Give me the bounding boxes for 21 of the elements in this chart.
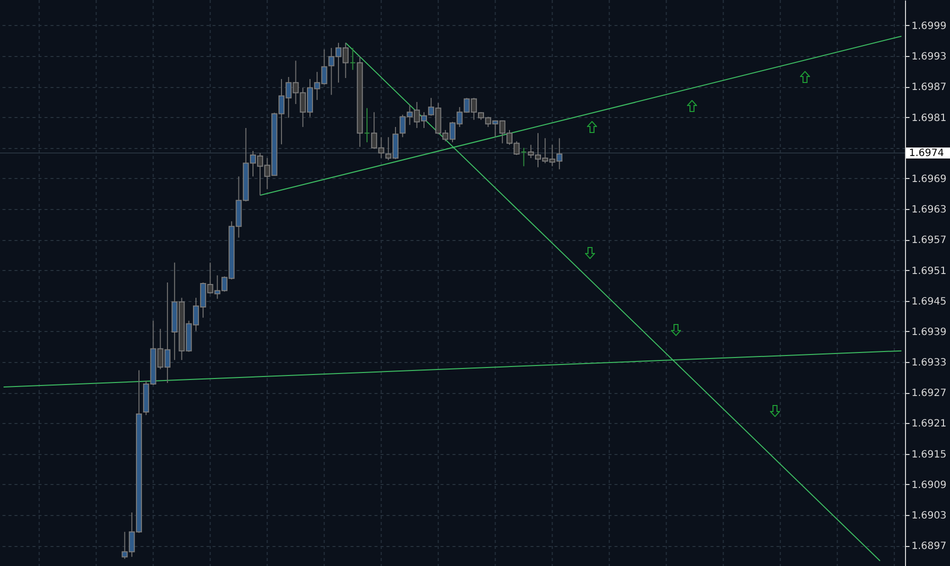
- y-tick-label: 1.6933: [912, 358, 946, 369]
- y-tick-label: 1.6993: [912, 52, 946, 63]
- y-tick-label: 1.6909: [912, 480, 946, 491]
- y-tick-label: 1.6999: [912, 20, 946, 32]
- y-tick-label: 1.6987: [912, 82, 946, 94]
- candlestick: [364, 108, 370, 143]
- y-tick-label: 1.6903: [912, 510, 946, 522]
- y-tick-label: 1.6951: [912, 266, 946, 277]
- y-tick-label: 1.6897: [912, 541, 946, 552]
- y-tick-label: 1.6927: [912, 388, 946, 400]
- y-tick-label: 1.6915: [912, 449, 946, 460]
- y-tick-label: 1.6957: [912, 235, 946, 246]
- y-tick-label: 1.6963: [912, 204, 946, 216]
- y-tick-label: 1.6981: [912, 112, 946, 124]
- candlestick: [350, 47, 356, 70]
- y-tick-label: 1.6921: [912, 418, 946, 430]
- y-tick-label: 1.6969: [912, 174, 946, 185]
- ref-line-label: 1.6974: [909, 148, 944, 159]
- y-tick-label: 1.6939: [912, 326, 946, 338]
- y-tick-label: 1.6945: [912, 296, 946, 308]
- candlestick: [520, 147, 527, 167]
